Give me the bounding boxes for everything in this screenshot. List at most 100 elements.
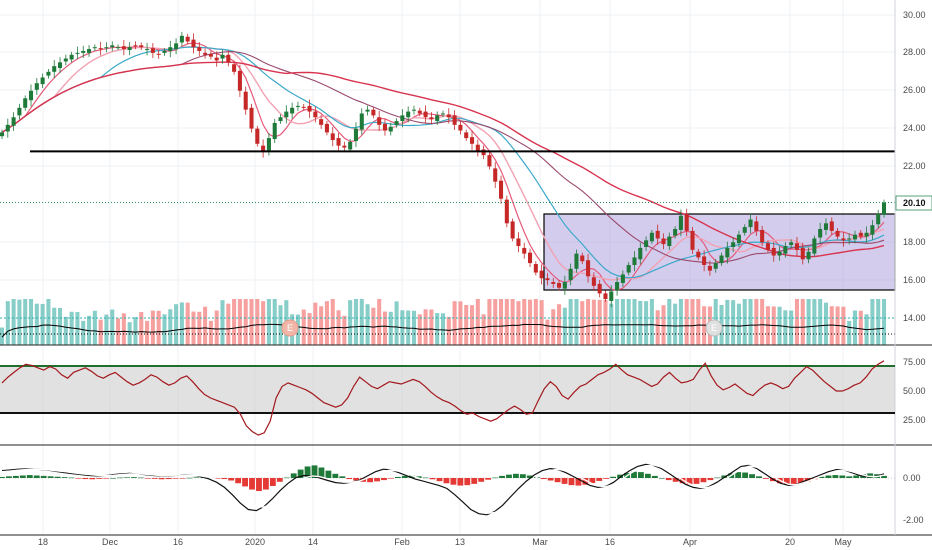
candlestick: [63, 54, 68, 66]
candlestick: [881, 199, 887, 218]
macd-axis: 0.00 -2.00: [903, 473, 924, 525]
candlestick: [214, 51, 219, 67]
candle-body: [11, 117, 16, 126]
volume-bar: [266, 299, 271, 345]
candle-body: [168, 47, 173, 51]
volume-bar: [574, 299, 579, 345]
candle-body: [394, 121, 399, 125]
macd-histogram-bar: [818, 476, 825, 478]
macd-histogram-bar: [735, 472, 742, 478]
candle-body: [87, 49, 92, 53]
candlestick: [632, 251, 637, 272]
candle-body: [336, 138, 341, 146]
candlestick: [110, 41, 115, 52]
macd-histogram-bar: [332, 473, 339, 478]
candle-body: [539, 270, 544, 279]
candle-body: [52, 66, 57, 72]
candlestick: [116, 44, 121, 51]
volume-bar: [684, 299, 689, 345]
macd-histogram-bar: [485, 478, 492, 480]
macd-histogram-bar: [103, 478, 110, 479]
candlestick: [52, 59, 57, 79]
candlestick: [551, 278, 556, 288]
macd-histogram-bar: [554, 478, 561, 483]
candlestick: [783, 242, 788, 258]
macd-histogram-bar: [137, 477, 144, 479]
candlestick: [162, 48, 167, 56]
volume-bar: [365, 304, 370, 345]
volume-bar: [678, 299, 683, 345]
candlestick: [81, 45, 86, 58]
candle-body: [806, 251, 811, 260]
candlestick: [150, 43, 155, 58]
candlestick: [69, 51, 74, 63]
macd-histogram-bar: [415, 476, 422, 478]
macd-histogram-bar: [297, 469, 304, 478]
macd-histogram-bar: [339, 476, 346, 478]
candle-body: [644, 240, 649, 247]
volume-bar: [562, 307, 567, 345]
volume-bar: [353, 299, 358, 345]
macd-histogram-bar: [26, 475, 33, 478]
candlestick: [800, 242, 805, 265]
candle-body: [388, 126, 393, 132]
volume-bar: [783, 310, 788, 345]
macd-histogram-bar: [749, 474, 755, 478]
candlestick: [145, 42, 150, 56]
volume-bar: [823, 302, 829, 345]
macd-histogram-bar: [443, 478, 450, 484]
candlestick: [754, 216, 759, 237]
candlestick: [237, 64, 242, 97]
macd-histogram-bar: [526, 475, 533, 478]
candle-body: [243, 91, 248, 110]
candlestick: [17, 103, 22, 120]
earnings-marker-2[interactable]: E: [705, 319, 723, 337]
candle-body: [133, 45, 138, 47]
macd-histogram-bar: [290, 473, 297, 478]
candlestick: [696, 248, 701, 261]
candle-body: [678, 215, 683, 230]
volume-bar: [696, 299, 701, 345]
candle-body: [620, 274, 625, 283]
candle-body: [864, 232, 869, 237]
candle-body: [440, 113, 446, 115]
candle-body: [852, 234, 858, 240]
volume-moving-average: [1, 323, 885, 338]
volume-bar: [220, 300, 225, 345]
candle-body: [551, 282, 556, 284]
volume-bar: [794, 299, 799, 345]
macd-histogram-bar: [408, 475, 415, 478]
candle-body: [359, 113, 364, 130]
macd-histogram-bar: [846, 476, 853, 478]
candlestick: [353, 122, 358, 148]
candle-body: [876, 213, 881, 225]
volume-bar: [498, 299, 504, 345]
candlestick: [168, 40, 173, 58]
macd-histogram-bar: [492, 477, 499, 479]
candlestick: [702, 250, 707, 272]
candle-body: [63, 58, 68, 62]
candlestick: [301, 104, 306, 111]
candlestick: [0, 129, 5, 140]
candlestick: [638, 242, 643, 265]
candle-body: [771, 247, 776, 256]
candlestick: [528, 248, 533, 268]
x-tick-label: May: [834, 537, 852, 547]
candle-body: [655, 230, 660, 239]
earnings-marker-1[interactable]: E: [281, 319, 299, 337]
volume-bar: [870, 299, 875, 345]
volume-bar: [214, 310, 219, 345]
macd-histogram-bar: [235, 478, 242, 484]
candle-body: [81, 50, 86, 53]
volume-bar: [493, 299, 498, 345]
candlestick: [847, 233, 852, 245]
candle-body: [324, 123, 329, 133]
macd-histogram-bar: [700, 478, 707, 483]
macd-histogram-bar: [596, 478, 603, 481]
x-tick-label: 16: [173, 537, 183, 547]
macd-histogram-bar: [665, 478, 672, 481]
volume-bar: [702, 306, 707, 345]
macd-histogram-bar: [471, 478, 478, 484]
y-tick-label: 18.00: [903, 237, 926, 247]
candlestick: [290, 102, 295, 119]
